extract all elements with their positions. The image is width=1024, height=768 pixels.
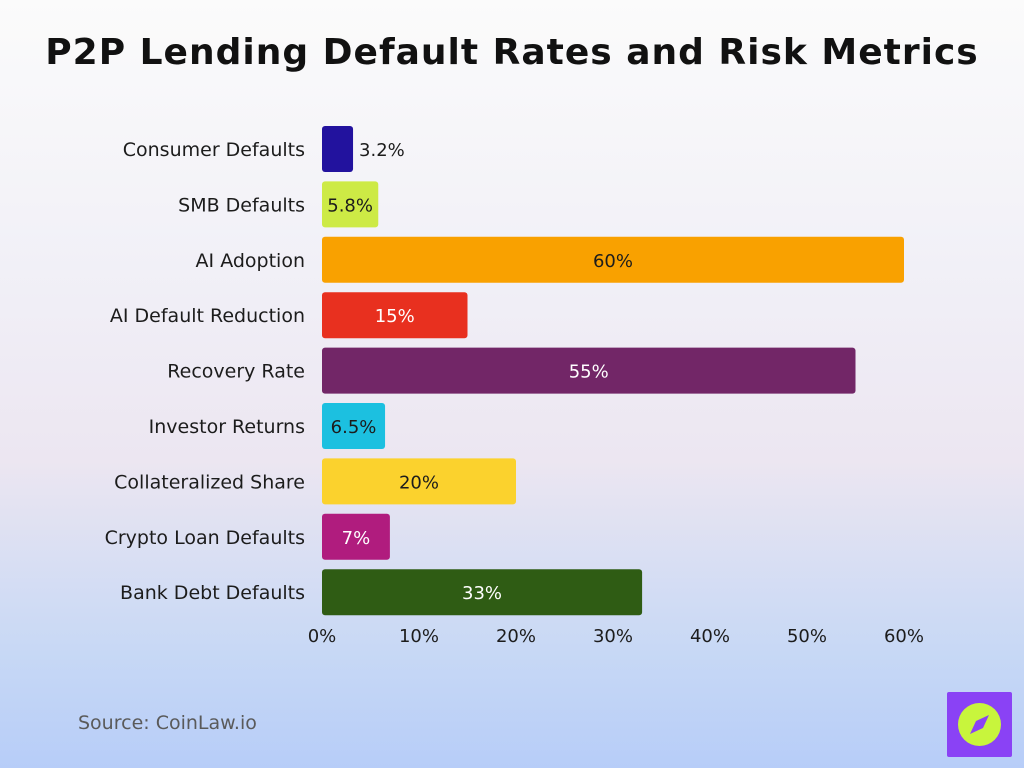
x-tick-label: 30% [593, 626, 633, 647]
category-label: SMB Defaults [178, 194, 305, 216]
chart-title: P2P Lending Default Rates and Risk Metri… [45, 32, 979, 73]
category-label: Consumer Defaults [123, 139, 305, 161]
category-label: Recovery Rate [167, 361, 305, 383]
source-text: Source: CoinLaw.io [78, 712, 257, 734]
bar [322, 513, 390, 560]
data-label: 60% [593, 251, 633, 272]
data-label: 5.8% [327, 195, 373, 216]
data-label: 15% [375, 306, 415, 327]
logo [947, 692, 1012, 757]
x-tick-label: 20% [496, 626, 536, 647]
bar [322, 236, 904, 283]
category-label: Bank Debt Defaults [120, 582, 305, 604]
bar [322, 292, 468, 339]
bar [322, 181, 379, 228]
bar [322, 126, 354, 172]
data-label: 3.2% [359, 140, 405, 161]
category-label: Collateralized Share [114, 471, 305, 493]
data-label: 7% [342, 528, 371, 549]
category-label: Crypto Loan Defaults [105, 527, 305, 549]
x-tick-label: 10% [399, 626, 439, 647]
bar [322, 347, 856, 394]
data-label: 20% [399, 472, 439, 493]
compass-icon [970, 715, 989, 734]
bar [322, 569, 643, 616]
data-label: 33% [462, 583, 502, 604]
bar [322, 458, 516, 505]
x-tick-label: 40% [690, 626, 730, 647]
x-tick-label: 50% [787, 626, 827, 647]
x-tick-label: 0% [308, 626, 337, 647]
category-label: Investor Returns [149, 416, 305, 438]
data-label: 6.5% [331, 417, 377, 438]
bar-chart: Consumer Defaults 3.2% SMB Defaults 5.8% AI … [105, 126, 924, 647]
category-label: AI Adoption [196, 250, 305, 272]
data-label: 55% [569, 362, 609, 383]
category-label: AI Default Reduction [110, 305, 305, 327]
x-tick-label: 60% [884, 626, 924, 647]
bar [322, 403, 386, 449]
